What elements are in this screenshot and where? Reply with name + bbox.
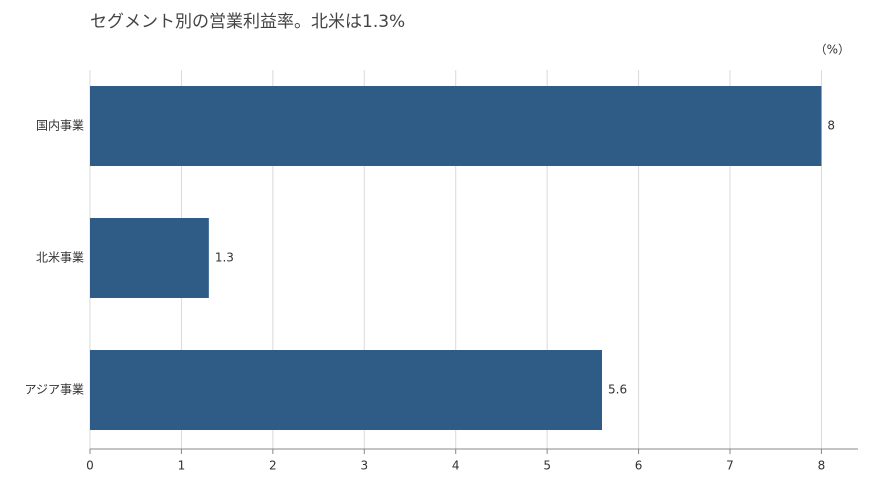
x-tick-label: 2	[269, 459, 277, 473]
data-label: 8	[827, 119, 835, 133]
x-tick-label: 5	[543, 459, 551, 473]
x-tick-label: 1	[178, 459, 186, 473]
y-tick-label: 北米事業	[36, 251, 84, 265]
y-tick-label: アジア事業	[24, 383, 84, 397]
data-label: 1.3	[215, 251, 234, 265]
bar	[90, 350, 602, 430]
unit-label: （%）	[815, 43, 850, 57]
x-tick-label: 4	[452, 459, 460, 473]
x-tick-label: 7	[726, 459, 734, 473]
bar	[90, 86, 822, 166]
bar	[90, 218, 209, 298]
data-label: 5.6	[608, 383, 627, 397]
x-tick-label: 6	[635, 459, 643, 473]
y-tick-label: 国内事業	[36, 119, 84, 133]
x-tick-label: 8	[818, 459, 826, 473]
x-tick-label: 0	[86, 459, 94, 473]
chart-title: セグメント別の営業利益率。北米は1.3%	[90, 12, 405, 32]
x-tick-label: 3	[360, 459, 368, 473]
